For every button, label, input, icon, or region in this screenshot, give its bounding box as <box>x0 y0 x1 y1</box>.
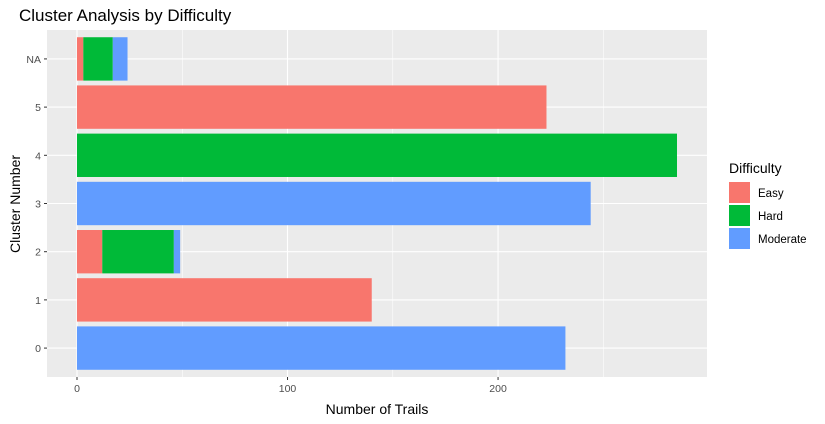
legend-label-moderate: Moderate <box>758 234 807 246</box>
x-tick-label: 200 <box>489 383 507 395</box>
bar-easy-cluster-5 <box>77 85 547 129</box>
legend-title: Difficulty <box>729 160 782 176</box>
y-axis-title: Cluster Number <box>7 155 23 253</box>
x-axis-title: Number of Trails <box>326 401 429 417</box>
legend-key-hard <box>729 205 750 226</box>
bar-easy-cluster-1 <box>77 278 372 322</box>
y-tick-label: 0 <box>35 343 41 355</box>
legend-label-hard: Hard <box>758 211 783 223</box>
x-axis-ticks: 0 100 200 <box>74 377 507 395</box>
legend-key-easy <box>729 182 750 203</box>
y-tick-label: NA <box>26 54 41 66</box>
chart-title: Cluster Analysis by Difficulty <box>19 6 232 25</box>
y-tick-label: 4 <box>35 150 41 162</box>
bar-moderate-cluster-3 <box>77 181 591 226</box>
y-tick-label: 5 <box>35 102 41 114</box>
bar-moderate-cluster-na <box>112 37 128 81</box>
bar-moderate-cluster-0 <box>77 326 566 370</box>
y-tick-label: 3 <box>35 199 41 211</box>
y-tick-label: 2 <box>35 247 41 259</box>
bars <box>77 37 677 370</box>
x-tick-label: 100 <box>279 383 297 395</box>
y-axis-ticks: 0 1 2 3 4 5 NA <box>26 54 47 355</box>
bar-hard-cluster-2 <box>102 230 174 274</box>
bar-easy-cluster-2 <box>77 230 103 274</box>
bar-moderate-cluster-2 <box>173 230 181 274</box>
x-tick-label: 0 <box>74 383 80 395</box>
legend-label-easy: Easy <box>758 188 784 200</box>
bar-hard-cluster-na <box>83 37 113 81</box>
bar-easy-cluster-na <box>77 37 84 81</box>
bar-hard-cluster-4 <box>77 133 677 177</box>
legend-key-moderate <box>729 228 750 249</box>
legend: Difficulty Easy Hard Moderate <box>729 160 807 249</box>
y-tick-label: 1 <box>35 295 41 307</box>
